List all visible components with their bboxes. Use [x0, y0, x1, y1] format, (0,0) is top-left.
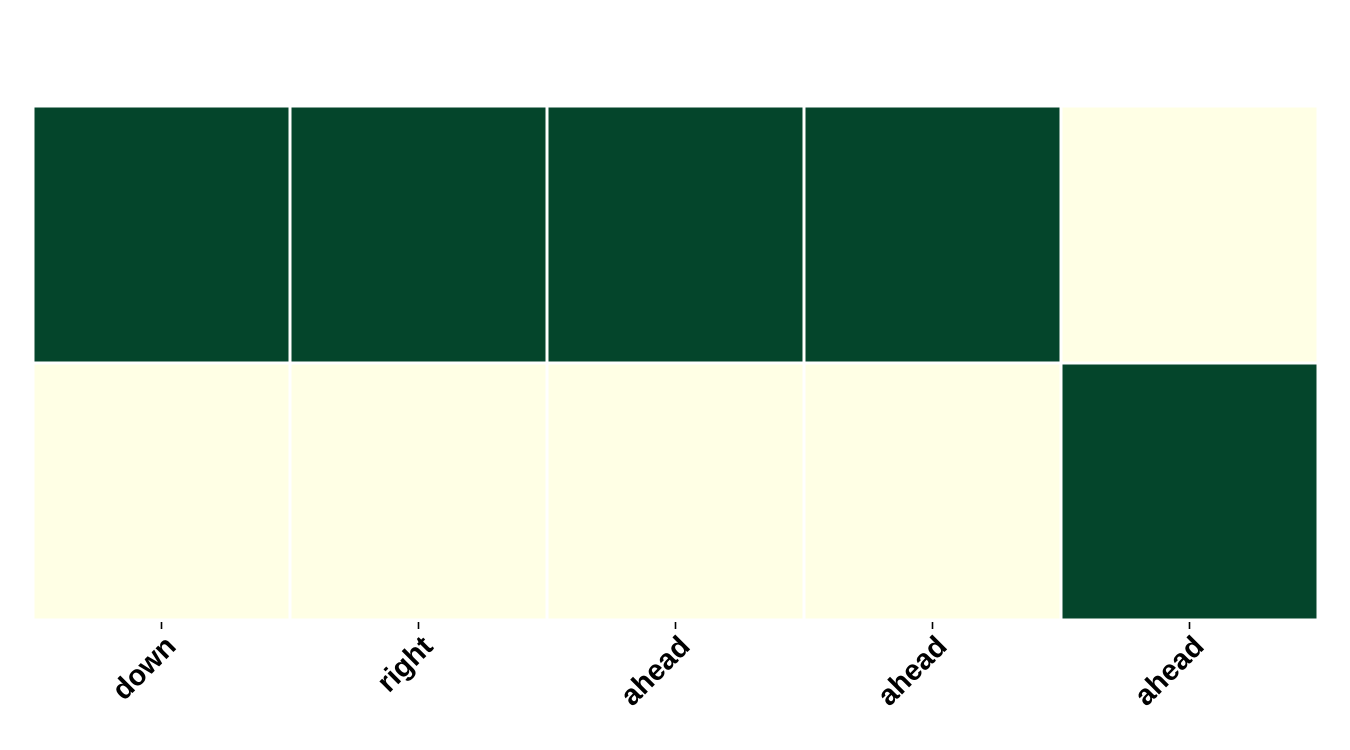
- x-axis-ticks: [160, 622, 1191, 629]
- heatmap-cell-r1-c1: [291, 364, 546, 619]
- heatmap-cell-r0-c4: [1062, 107, 1317, 362]
- heatmap-cell-r0-c2: [548, 107, 803, 362]
- heatmap-cell-r1-c0: [34, 364, 289, 619]
- heatmap-cell-r0-c1: [291, 107, 546, 362]
- x-tick-label: ahead: [872, 630, 954, 712]
- heatmap-cell-r0-c3: [805, 107, 1060, 362]
- x-tick-label: down: [106, 630, 182, 706]
- heatmap-cell-r0-c0: [34, 107, 289, 362]
- heatmap-cell-r1-c4: [1062, 364, 1317, 619]
- x-tick-label: ahead: [615, 630, 697, 712]
- x-axis-tick-labels: down right ahead ahead ahead: [106, 630, 1210, 712]
- x-tick-label: right: [371, 630, 439, 698]
- x-tick-label: ahead: [1129, 630, 1211, 712]
- heatmap-cell-r1-c2: [548, 364, 803, 619]
- heatmap-cell-r1-c3: [805, 364, 1060, 619]
- heatmap-cells: [34, 107, 1317, 619]
